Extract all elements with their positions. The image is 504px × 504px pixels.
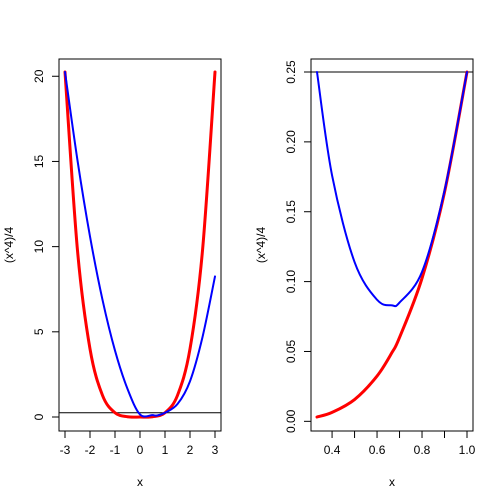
left-plot-curves — [59, 70, 221, 419]
left-plot-x-tick-label: 0 — [137, 443, 144, 457]
left-plot-x-axis-label: x — [137, 475, 143, 489]
right-plot-y-tick-label: 0.10 — [284, 270, 298, 294]
left-plot-x-tick-label: -3 — [60, 443, 71, 457]
left-plot-x-tick-label: -1 — [110, 443, 121, 457]
right-plot-x-tick-label: 0.8 — [414, 443, 431, 457]
right-plot-series-blue-line — [316, 71, 468, 308]
right-plot-y-ticks: 0.00 0.05 0.10 0.15 0.20 0.25 — [284, 60, 311, 433]
right-plot-curves — [311, 70, 473, 419]
right-plot-x-ticks: 0.4 0.6 0.8 1.0 — [324, 431, 476, 457]
right-plot-y-tick-label: 0.20 — [284, 130, 298, 154]
right-plot-y-tick-label: 0.00 — [284, 409, 298, 433]
right-plot-y-tick-label: 0.15 — [284, 200, 298, 224]
right-plot-series-red-line — [315, 70, 469, 419]
left-plot-x-tick-label: 2 — [187, 443, 194, 457]
left-plot-y-tick-label: 0 — [32, 413, 46, 420]
left-plot-series-blue-line — [64, 71, 216, 418]
right-plot-x-tick-label: 1.0 — [459, 443, 476, 457]
right-plot-x-tick-label: 0.6 — [369, 443, 386, 457]
right-plot-frame — [310, 58, 474, 432]
right-plot-panel: 0.4 0.6 0.8 1.0 0.000.050.100.150.200.25 x … — [254, 58, 476, 489]
left-plot-y-tick-label: 20 — [32, 69, 46, 83]
left-plot-y-tick-label: 10 — [32, 240, 46, 254]
left-plot-x-tick-label: 3 — [212, 443, 219, 457]
left-plot-x-tick-label: -2 — [85, 443, 96, 457]
left-plot-panel: -3 -2 -1 0 1 2 3 0 5 10 15 20 x (x^4)/4 — [2, 58, 222, 489]
right-plot-x-axis-label: x — [389, 475, 395, 489]
left-plot-y-tick-label: 5 — [32, 328, 46, 335]
right-plot-y-tick-label: 0.05 — [284, 339, 298, 363]
left-plot-x-tick-label: 1 — [162, 443, 169, 457]
left-plot-frame — [58, 58, 222, 432]
left-plot-x-ticks: -3 -2 -1 0 1 2 3 — [60, 431, 219, 457]
right-plot-x-tick-label: 0.4 — [324, 443, 341, 457]
left-plot-y-ticks: 0 5 10 15 20 — [32, 69, 59, 420]
left-plot-series-red-line — [63, 70, 217, 419]
left-plot-y-tick-label: 15 — [32, 154, 46, 168]
left-plot-y-axis-label: (x^4)/4 — [2, 227, 16, 264]
right-plot-y-axis-label: (x^4)/4 — [254, 227, 268, 264]
right-plot-y-tick-label: 0.25 — [284, 60, 298, 84]
